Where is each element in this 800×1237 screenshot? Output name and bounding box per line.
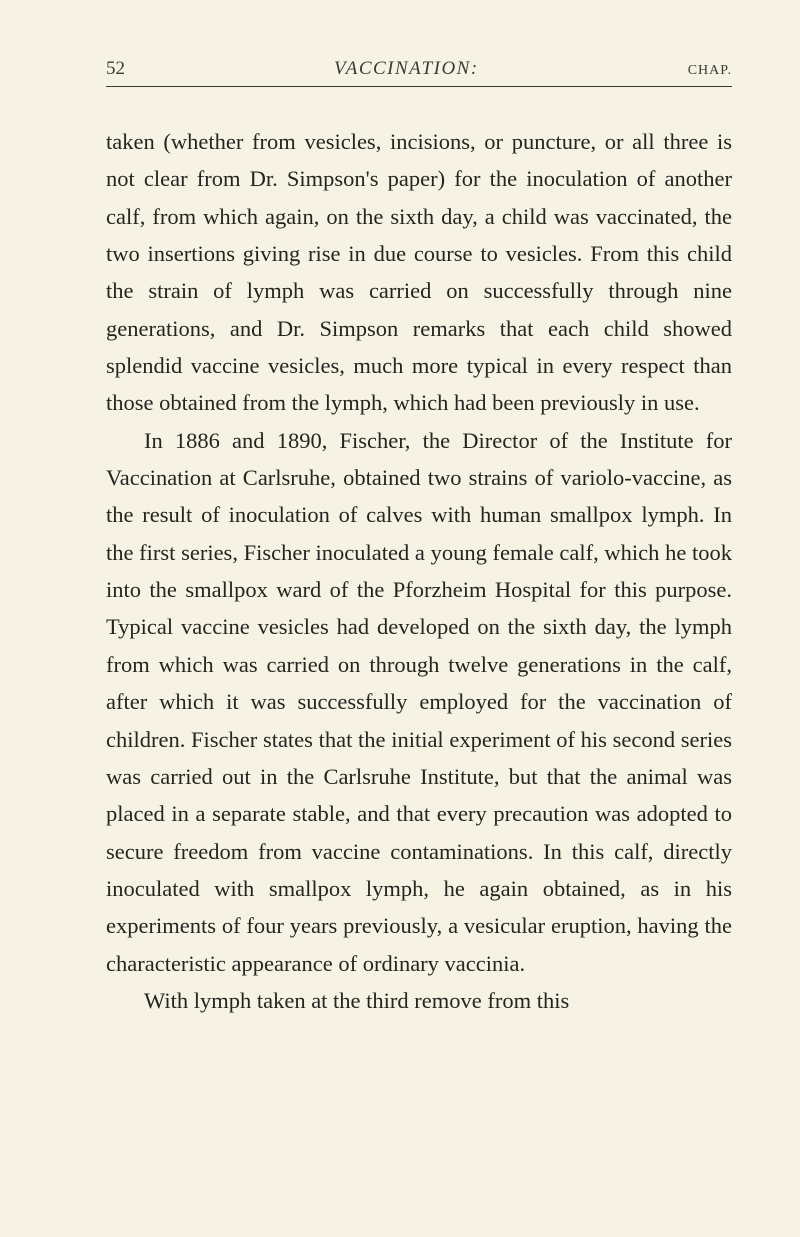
paragraph-2: In 1886 and 1890, Fischer, the Director … (106, 422, 732, 982)
chapter-label: CHAP. (688, 63, 732, 79)
paragraph-3: With lymph taken at the third remove fro… (106, 982, 732, 1019)
body-text: taken (whether from vesicles, incisions,… (106, 123, 732, 1019)
page-number: 52 (106, 58, 125, 80)
paragraph-1: taken (whether from vesicles, incisions,… (106, 123, 732, 422)
page-title: VACCINATION: (334, 58, 479, 80)
page-header: 52 VACCINATION: CHAP. (106, 58, 732, 87)
